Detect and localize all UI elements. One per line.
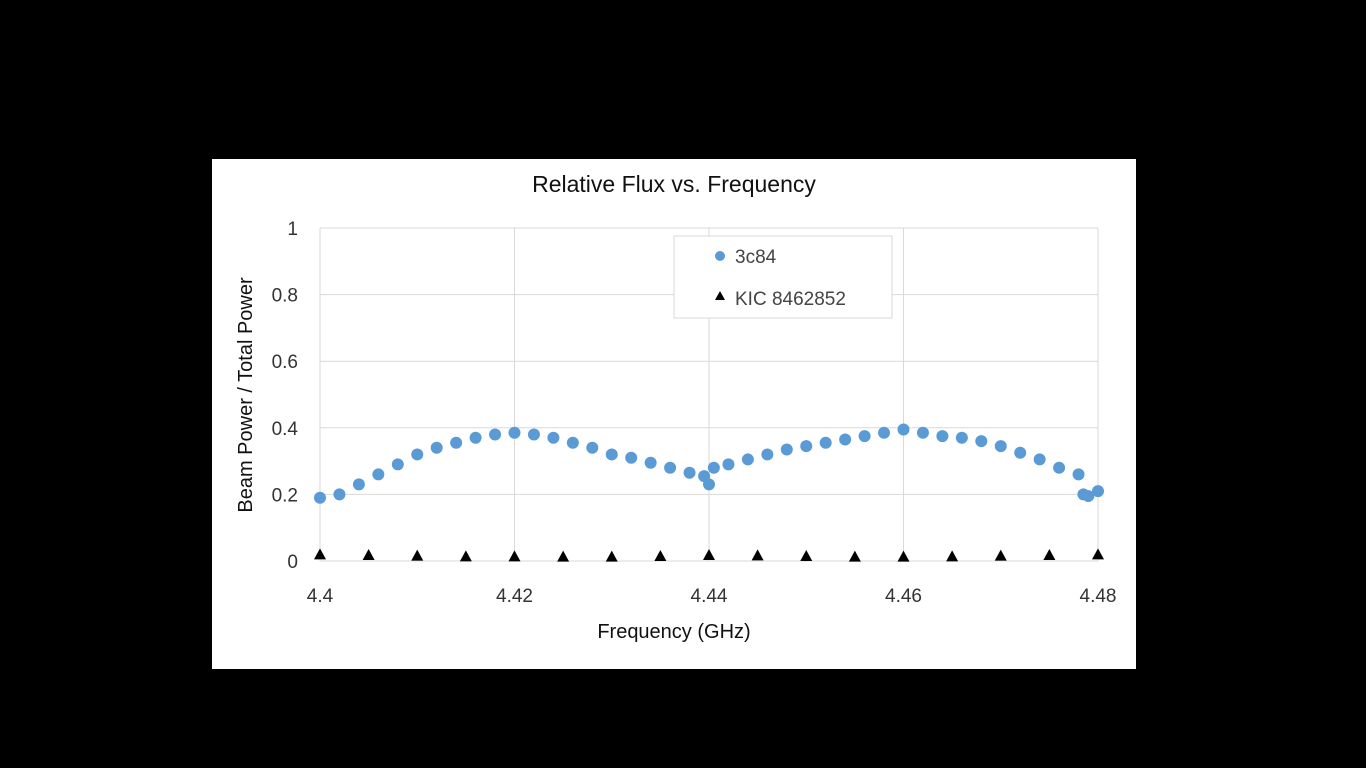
data-point [362, 549, 375, 561]
data-point [664, 461, 677, 474]
legend-frame [673, 235, 893, 319]
data-point [352, 478, 365, 491]
data-point [1014, 446, 1027, 459]
data-point [372, 468, 385, 481]
data-point [703, 549, 715, 561]
y-tick-label: 0.4 [272, 419, 299, 440]
data-point [936, 430, 949, 443]
data-point [508, 426, 521, 439]
data-point [605, 448, 618, 461]
data-point [994, 549, 1007, 561]
y-tick-label: 0.2 [272, 485, 298, 506]
data-point [897, 550, 910, 562]
data-point [391, 458, 404, 471]
data-point [605, 550, 618, 562]
x-tick-label: 4.44 [691, 586, 728, 607]
y-tick-label: 0.8 [272, 286, 298, 307]
series-kic-8462852 [314, 548, 1104, 562]
data-point [741, 453, 754, 466]
data-point [751, 549, 764, 561]
data-point [800, 440, 813, 453]
chart-card: Relative Flux vs. Frequency 0 0.2 0.4 0.6 0.… [212, 159, 1136, 669]
data-point [848, 550, 861, 562]
data-point [1043, 549, 1056, 561]
data-point [1072, 468, 1085, 481]
data-point [946, 550, 959, 562]
data-point [586, 441, 599, 454]
legend-label-3c84: 3c84 [735, 247, 777, 268]
data-point [644, 456, 657, 469]
data-point [878, 426, 891, 439]
data-point [722, 458, 735, 471]
data-point [411, 448, 424, 461]
data-point [703, 478, 715, 491]
data-point [557, 550, 570, 562]
data-point [1092, 485, 1104, 498]
y-tick-label: 1 [287, 219, 298, 240]
plot-area [314, 423, 1104, 562]
data-point [1082, 490, 1095, 503]
data-point [450, 436, 463, 449]
data-point [800, 550, 813, 562]
data-point [459, 550, 472, 562]
data-point [469, 431, 482, 444]
y-tick-label: 0 [287, 552, 298, 573]
data-point [508, 550, 521, 562]
x-tick-label: 4.42 [496, 586, 533, 607]
legend-label-kic: KIC 8462852 [735, 289, 846, 310]
x-tick-label: 4.46 [885, 586, 922, 607]
y-tick-label: 0.6 [272, 352, 298, 373]
data-point [314, 491, 326, 504]
data-point [916, 426, 929, 439]
data-point [780, 443, 793, 456]
data-point [1033, 453, 1046, 466]
data-point [1053, 461, 1066, 474]
data-point [430, 441, 443, 454]
x-tick-label: 4.4 [307, 586, 334, 607]
data-point [707, 461, 720, 474]
data-point [858, 430, 871, 443]
y-axis-ticks: 0 0.2 0.4 0.6 0.8 1 [272, 219, 299, 573]
data-point [994, 440, 1007, 453]
data-point [489, 428, 502, 441]
x-axis-ticks: 4.4 4.42 4.44 4.46 4.48 [307, 586, 1117, 607]
data-point [314, 548, 326, 560]
legend: 3c84 KIC 8462852 [673, 235, 893, 319]
data-point [955, 431, 968, 444]
legend-marker-kic [715, 291, 725, 300]
x-axis-title: Frequency (GHz) [597, 621, 750, 643]
data-point [333, 488, 346, 501]
chart-svg: Relative Flux vs. Frequency 0 0.2 0.4 0.6 0.… [235, 171, 1117, 643]
y-axis-title: Beam Power / Total Power [235, 277, 257, 513]
chart-title: Relative Flux vs. Frequency [532, 171, 816, 197]
data-point [547, 431, 560, 444]
data-point [819, 436, 832, 449]
data-point [654, 550, 667, 562]
data-point [1092, 548, 1104, 560]
data-point [411, 549, 424, 561]
data-point [527, 428, 540, 441]
data-point [761, 448, 774, 461]
data-point [897, 423, 910, 436]
data-point [566, 436, 579, 449]
x-tick-label: 4.48 [1080, 586, 1117, 607]
legend-marker-3c84 [715, 251, 725, 261]
data-point [625, 451, 638, 464]
data-point [975, 435, 988, 448]
data-point [683, 466, 696, 479]
series-3c84 [314, 423, 1104, 504]
data-point [839, 433, 852, 446]
